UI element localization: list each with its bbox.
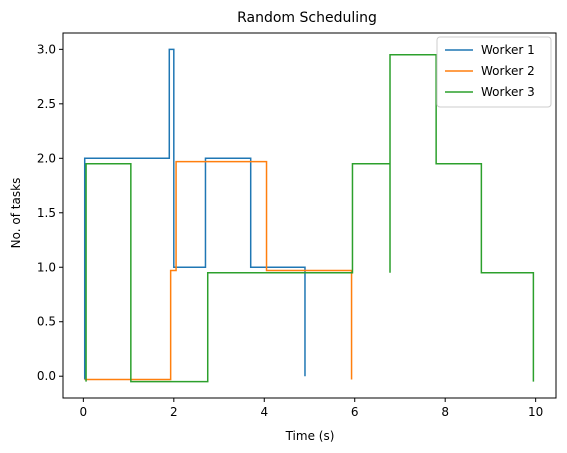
y-axis-ticks: 0.0 0.5 1.0 1.5 2.0 2.5 3.0 bbox=[37, 42, 63, 383]
y-tick-label: 2.0 bbox=[37, 151, 56, 165]
legend: Worker 1 Worker 2 Worker 3 bbox=[436, 36, 552, 108]
plot-frame bbox=[62, 32, 557, 399]
x-tick-label: 2 bbox=[170, 405, 178, 419]
series-layer bbox=[83, 48, 535, 383]
y-tick-label: 1.5 bbox=[37, 206, 56, 220]
legend-label-3: Worker 3 bbox=[481, 85, 535, 99]
series-line-2 bbox=[84, 160, 353, 381]
x-axis-title: Time (s) bbox=[285, 429, 335, 443]
x-axis-ticks: 0 2 4 6 8 10 bbox=[80, 398, 543, 419]
x-tick-label: 8 bbox=[441, 405, 449, 419]
plot-area bbox=[62, 32, 557, 399]
chart-title: Random Scheduling bbox=[237, 10, 377, 26]
y-tick-label: 3.0 bbox=[37, 42, 56, 56]
y-tick-label: 0.0 bbox=[37, 369, 56, 383]
y-tick-label: 2.5 bbox=[37, 97, 56, 111]
legend-label-1: Worker 1 bbox=[481, 43, 535, 57]
x-tick-label: 0 bbox=[80, 405, 88, 419]
series-line-1 bbox=[83, 48, 306, 380]
x-tick-label: 10 bbox=[528, 405, 543, 419]
y-tick-label: 0.5 bbox=[37, 315, 56, 329]
x-tick-label: 6 bbox=[351, 405, 359, 419]
legend-label-2: Worker 2 bbox=[481, 64, 535, 78]
series-line-3 bbox=[85, 54, 535, 383]
legend-box bbox=[436, 36, 552, 108]
y-axis-title: No. of tasks bbox=[9, 178, 23, 249]
y-tick-label: 1.0 bbox=[37, 260, 56, 274]
x-tick-label: 4 bbox=[260, 405, 268, 419]
